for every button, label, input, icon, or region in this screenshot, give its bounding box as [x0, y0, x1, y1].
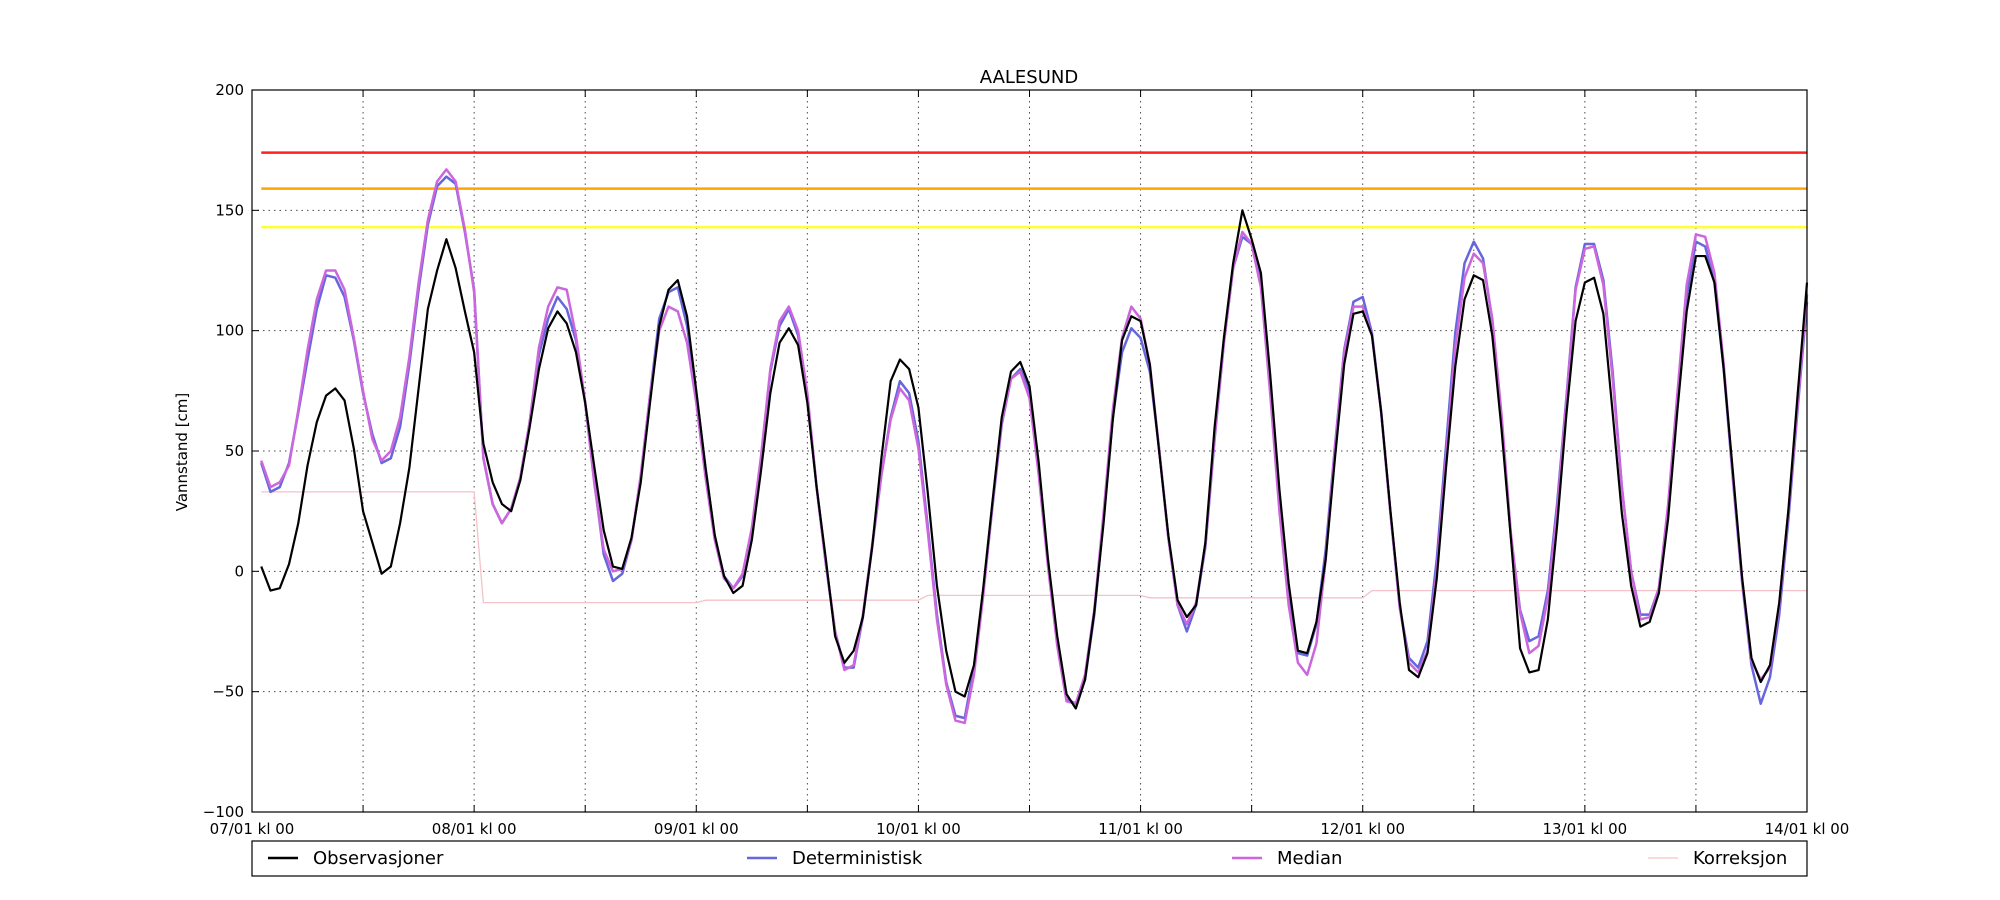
x-tick-label: 13/01 kl 00: [1542, 820, 1627, 838]
legend-label: Observasjoner: [313, 848, 444, 869]
y-tick-label: 200: [215, 81, 244, 99]
y-tick-label: 0: [234, 562, 244, 580]
series-line-observasjoner: [260, 209, 1809, 710]
y-tick-label: −50: [212, 683, 244, 701]
x-tick-label: 08/01 kl 00: [432, 820, 517, 838]
series-line-korreksjon: [261, 491, 1807, 604]
x-tick-label: 12/01 kl 00: [1320, 820, 1405, 838]
y-tick-label: 50: [225, 442, 244, 460]
x-ticks: 07/01 kl 00 08/01 kl 00 09/01 kl 00 10/01 k…: [210, 90, 1850, 838]
legend-frame: [251, 840, 1808, 877]
legend-label: Median: [1277, 848, 1342, 869]
grid: [252, 90, 1807, 812]
x-tick-label: 09/01 kl 00: [654, 820, 739, 838]
x-tick-label: 10/01 kl 00: [876, 820, 961, 838]
y-ticks: −100 −50 0 50 100 150 200: [203, 81, 1807, 821]
x-tick-label: 11/01 kl 00: [1098, 820, 1183, 838]
legend: Observasjoner Deterministisk Median Korreks…: [251, 840, 1808, 877]
y-tick-label: 100: [215, 322, 244, 340]
x-tick-label: 14/01 kl 00: [1765, 820, 1850, 838]
legend-label: Korreksjon: [1693, 848, 1787, 869]
chart-title: AALESUND: [980, 67, 1078, 88]
x-tick-label: 07/01 kl 00: [210, 820, 295, 838]
series-line-deterministisk: [260, 175, 1809, 720]
threshold-lines: [261, 151, 1807, 229]
y-tick-label: 150: [215, 201, 244, 219]
series-lines: [260, 168, 1809, 725]
y-axis-label: Vannstand [cm]: [173, 393, 191, 512]
legend-label: Deterministisk: [792, 848, 923, 869]
series-line-median: [260, 168, 1809, 725]
y-tick-label: −100: [203, 803, 244, 821]
